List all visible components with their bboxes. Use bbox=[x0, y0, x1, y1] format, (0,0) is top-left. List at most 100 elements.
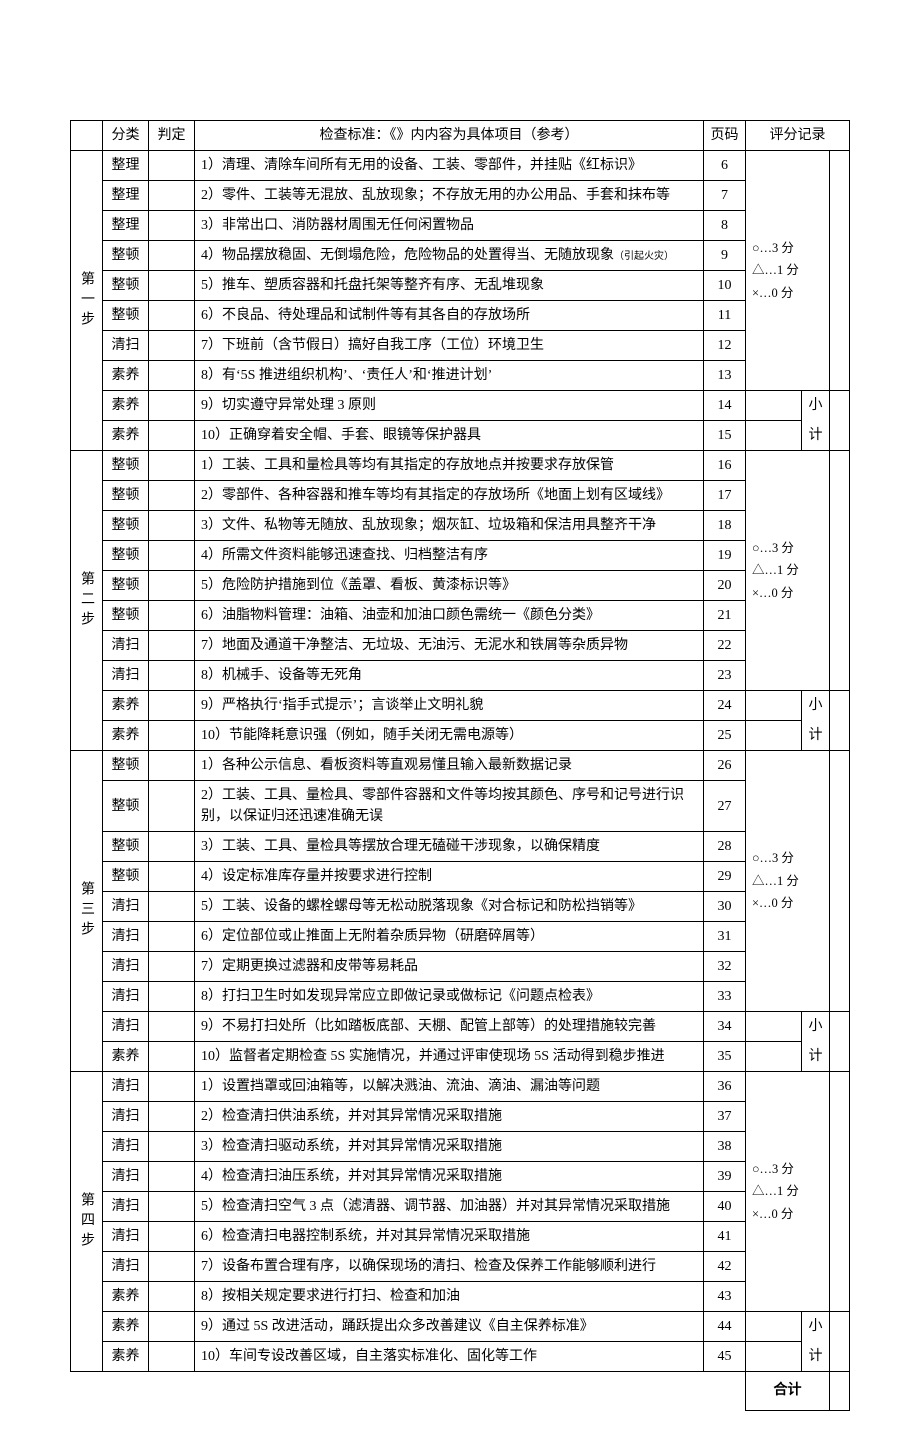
header-category: 分类 bbox=[103, 121, 149, 151]
category-cell: 清扫 bbox=[103, 1132, 149, 1162]
judge-cell bbox=[149, 691, 195, 721]
scoring-legend: ○…3 分△…1 分×…0 分 bbox=[746, 751, 830, 1012]
standard-cell: 3）检查清扫驱动系统，并对其异常情况采取措施 bbox=[195, 1132, 704, 1162]
page-cell: 42 bbox=[704, 1252, 746, 1282]
scoring-legend: ○…3 分△…1 分×…0 分 bbox=[746, 151, 830, 391]
category-cell: 清扫 bbox=[103, 922, 149, 952]
page-cell: 27 bbox=[704, 781, 746, 832]
table-row: 清扫6）检查清扫电器控制系统，并对其异常情况采取措施41 bbox=[71, 1222, 850, 1252]
table-row: 清扫8）机械手、设备等无死角23 bbox=[71, 661, 850, 691]
category-cell: 整顿 bbox=[103, 241, 149, 271]
table-row: 整顿3）工装、工具、量检具等摆放合理无磕碰干涉现象，以确保精度28 bbox=[71, 832, 850, 862]
standard-cell: 9）切实遵守异常处理 3 原则 bbox=[195, 391, 704, 421]
subtotal-value-top bbox=[830, 691, 850, 721]
subtotal-label-bot: 计 bbox=[802, 1342, 830, 1372]
step-label: 第二步 bbox=[71, 451, 103, 751]
table-row: 素养10）节能降耗意识强（例如，随手关闭无需电源等）25计 bbox=[71, 721, 850, 751]
table-row: 清扫7）设备布置合理有序，以确保现场的清扫、检查及保养工作能够顺利进行42 bbox=[71, 1252, 850, 1282]
table-row: 整理3）非常出口、消防器材周围无任何闲置物品8 bbox=[71, 211, 850, 241]
score-col1 bbox=[746, 1012, 802, 1042]
judge-cell bbox=[149, 631, 195, 661]
judge-cell bbox=[149, 1282, 195, 1312]
page-cell: 33 bbox=[704, 982, 746, 1012]
table-row: 素养10）车间专设改善区域，自主落实标准化、固化等工作45计 bbox=[71, 1342, 850, 1372]
standard-cell: 7）定期更换过滤器和皮带等易耗品 bbox=[195, 952, 704, 982]
table-row: 整顿4）所需文件资料能够迅速查找、归档整洁有序19 bbox=[71, 541, 850, 571]
judge-cell bbox=[149, 862, 195, 892]
step-label: 第三步 bbox=[71, 751, 103, 1072]
page-cell: 20 bbox=[704, 571, 746, 601]
standard-cell: 4）所需文件资料能够迅速查找、归档整洁有序 bbox=[195, 541, 704, 571]
judge-cell bbox=[149, 301, 195, 331]
score-record-space bbox=[830, 1072, 850, 1312]
category-cell: 整顿 bbox=[103, 301, 149, 331]
page-cell: 25 bbox=[704, 721, 746, 751]
category-cell: 清扫 bbox=[103, 1192, 149, 1222]
page-cell: 40 bbox=[704, 1192, 746, 1222]
table-row: 清扫5）工装、设备的螺栓螺母等无松动脱落现象《对合标记和防松挡销等》30 bbox=[71, 892, 850, 922]
score-record-space bbox=[830, 451, 850, 691]
table-row: 整顿6）不良品、待处理品和试制件等有其各自的存放场所11 bbox=[71, 301, 850, 331]
score-col1 bbox=[746, 1042, 802, 1072]
standard-cell: 1）设置挡罩或回油箱等，以解决溅油、流油、滴油、漏油等问题 bbox=[195, 1072, 704, 1102]
score-record-space bbox=[830, 151, 850, 391]
judge-cell bbox=[149, 1132, 195, 1162]
score-col1 bbox=[746, 721, 802, 751]
standard-cell: 2）检查清扫供油系统，并对其异常情况采取措施 bbox=[195, 1102, 704, 1132]
subtotal-label-top: 小 bbox=[802, 1312, 830, 1342]
standard-cell: 9）严格执行‘指手式提示’；言谈举止文明礼貌 bbox=[195, 691, 704, 721]
page-cell: 41 bbox=[704, 1222, 746, 1252]
header-standard: 检查标准：《》内内容为具体项目（参考） bbox=[195, 121, 704, 151]
judge-cell bbox=[149, 421, 195, 451]
page-cell: 15 bbox=[704, 421, 746, 451]
table-row: 素养10）正确穿着安全帽、手套、眼镜等保护器具15计 bbox=[71, 421, 850, 451]
page-cell: 18 bbox=[704, 511, 746, 541]
standard-cell: 5）推车、塑质容器和托盘托架等整齐有序、无乱堆现象 bbox=[195, 271, 704, 301]
judge-cell bbox=[149, 832, 195, 862]
subtotal-value-bot bbox=[830, 1342, 850, 1372]
category-cell: 清扫 bbox=[103, 1252, 149, 1282]
table-row: 整顿5）推车、塑质容器和托盘托架等整齐有序、无乱堆现象10 bbox=[71, 271, 850, 301]
table-row: 清扫3）检查清扫驱动系统，并对其异常情况采取措施38 bbox=[71, 1132, 850, 1162]
page-cell: 11 bbox=[704, 301, 746, 331]
subtotal-label-bot: 计 bbox=[802, 721, 830, 751]
standard-cell: 7）下班前（含节假日）搞好自我工序（工位）环境卫生 bbox=[195, 331, 704, 361]
standard-cell: 4）设定标准库存量并按要求进行控制 bbox=[195, 862, 704, 892]
subtotal-value-top bbox=[830, 1312, 850, 1342]
page-cell: 19 bbox=[704, 541, 746, 571]
standard-cell: 1）各种公示信息、看板资料等直观易懂且输入最新数据记录 bbox=[195, 751, 704, 781]
table-row: 整顿6）油脂物料管理：油箱、油壶和加油口颜色需统一《颜色分类》21 bbox=[71, 601, 850, 631]
subtotal-label-top: 小 bbox=[802, 691, 830, 721]
standard-cell: 9）通过 5S 改进活动，踊跃提出众多改善建议《自主保养标准》 bbox=[195, 1312, 704, 1342]
standard-cell: 8）打扫卫生时如发现异常应立即做记录或做标记《问题点检表》 bbox=[195, 982, 704, 1012]
table-row: 素养8）按相关规定要求进行打扫、检查和加油43 bbox=[71, 1282, 850, 1312]
score-col1 bbox=[746, 391, 802, 421]
header-row: 分类判定检查标准：《》内内容为具体项目（参考）页码评分记录 bbox=[71, 121, 850, 151]
category-cell: 素养 bbox=[103, 721, 149, 751]
page-cell: 30 bbox=[704, 892, 746, 922]
judge-cell bbox=[149, 721, 195, 751]
judge-cell bbox=[149, 541, 195, 571]
standard-cell: 3）非常出口、消防器材周围无任何闲置物品 bbox=[195, 211, 704, 241]
page-cell: 10 bbox=[704, 271, 746, 301]
standard-cell: 4）物品摆放稳固、无倒塌危险，危险物品的处置得当、无随放现象（引起火灾） bbox=[195, 241, 704, 271]
category-cell: 整顿 bbox=[103, 832, 149, 862]
page-cell: 31 bbox=[704, 922, 746, 952]
standard-cell: 10）监督者定期检查 5S 实施情况，并通过评审使现场 5S 活动得到稳步推进 bbox=[195, 1042, 704, 1072]
category-cell: 清扫 bbox=[103, 1222, 149, 1252]
total-label: 合计 bbox=[746, 1372, 830, 1411]
judge-cell bbox=[149, 892, 195, 922]
judge-cell bbox=[149, 271, 195, 301]
scoring-legend: ○…3 分△…1 分×…0 分 bbox=[746, 1072, 830, 1312]
page-cell: 32 bbox=[704, 952, 746, 982]
judge-cell bbox=[149, 1072, 195, 1102]
score-col1 bbox=[746, 691, 802, 721]
table-row: 第三步整顿1）各种公示信息、看板资料等直观易懂且输入最新数据记录26○…3 分△… bbox=[71, 751, 850, 781]
total-row: 合计 bbox=[71, 1372, 850, 1411]
category-cell: 整理 bbox=[103, 151, 149, 181]
table-row: 第二步整顿1）工装、工具和量检具等均有其指定的存放地点并按要求存放保管16○…3… bbox=[71, 451, 850, 481]
judge-cell bbox=[149, 481, 195, 511]
page-cell: 13 bbox=[704, 361, 746, 391]
standard-cell: 2）零部件、各种容器和推车等均有其指定的存放场所《地面上划有区域线》 bbox=[195, 481, 704, 511]
table-row: 整顿2）零部件、各种容器和推车等均有其指定的存放场所《地面上划有区域线》17 bbox=[71, 481, 850, 511]
